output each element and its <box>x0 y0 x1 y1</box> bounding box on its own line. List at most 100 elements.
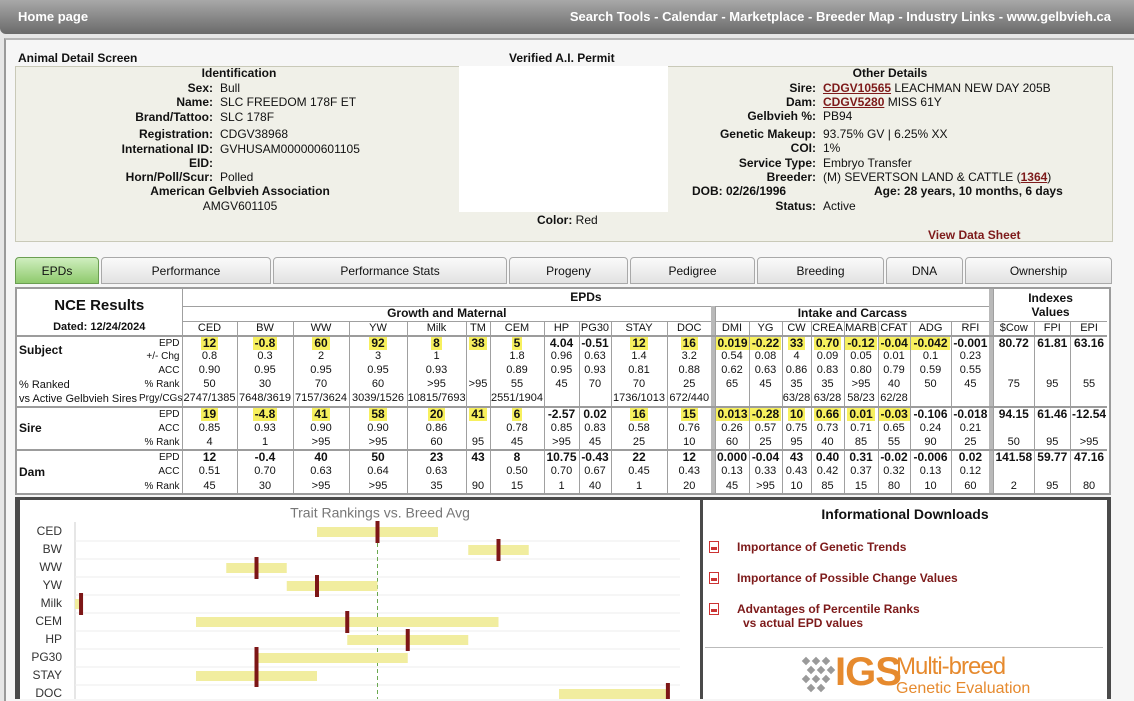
column-header: CREA <box>810 320 844 336</box>
epd-value: 1 <box>261 435 269 448</box>
epd-cell <box>1033 421 1071 436</box>
epd-value: 50 <box>203 378 216 391</box>
epd-value: 58 <box>369 406 387 421</box>
tab[interactable]: DNA <box>886 257 963 284</box>
field-value: 93.75% GV | 6.25% XX <box>823 127 948 141</box>
epd-cell: 45 <box>489 435 544 450</box>
field-value: SLC FREEDOM 178F ET <box>220 95 357 109</box>
epd-value: 95 <box>790 435 803 448</box>
nav-link[interactable]: Search Tools <box>569 9 651 24</box>
column-header: YG <box>748 320 782 336</box>
epd-value: 0.95 <box>254 364 276 376</box>
epd-value: 75 <box>1007 378 1020 391</box>
chart-title: Trait Rankings vs. Breed Avg <box>290 505 470 521</box>
home-link[interactable]: Home page <box>18 9 89 24</box>
line-label: % Rank <box>144 436 180 448</box>
breeder-link[interactable]: 1364 <box>1020 170 1048 184</box>
epd-cell: 35 <box>810 377 844 392</box>
download-link[interactable]: Importance of Genetic Trends <box>737 540 907 554</box>
association-id: AMGV601105 <box>202 199 278 213</box>
download-link[interactable]: Advantages of Percentile Ranks <box>737 602 920 616</box>
trait-chart: Trait Rankings vs. Breed Avg CED BW WW YW Mi… <box>20 500 700 699</box>
line-label: ACC <box>158 422 180 434</box>
epd-value: -0.03 <box>879 406 910 421</box>
epd-cell: 0.85 <box>543 421 579 436</box>
epd-cell: 25 <box>950 435 990 450</box>
epd-value: 0.08 <box>754 350 777 362</box>
epd-value: 672/440 <box>669 392 710 405</box>
sire-link[interactable]: CDGV10565 <box>823 81 892 95</box>
epd-table-box: NCE Results EPDs Indexes Values Growth and … <box>15 287 1111 495</box>
download-link[interactable]: vs actual EPD values <box>743 616 864 630</box>
epd-value: 0.88 <box>678 364 700 376</box>
epd-value: 61.81 <box>1037 335 1068 350</box>
epd-value: 0.58 <box>628 421 650 434</box>
nav-link[interactable]: Marketplace <box>729 9 805 24</box>
epd-cell: 80 <box>1069 479 1108 493</box>
epd-cell: 2747/1385 <box>181 392 237 407</box>
epd-cell: 1.4 <box>610 349 667 364</box>
nav-link[interactable]: Industry Links <box>906 9 996 24</box>
tab[interactable]: Breeding <box>757 257 884 284</box>
sire-name: LEACHMAN NEW DAY 205B <box>894 81 1051 95</box>
epd-value: -0.51 <box>581 335 609 350</box>
epd-value: 43 <box>789 450 804 465</box>
epd-cell: 43 <box>781 449 811 465</box>
epd-cell: 0.86 <box>781 363 811 378</box>
gap <box>989 464 994 479</box>
epd-cell: 45 <box>714 479 749 493</box>
nav-link[interactable]: www.gelbvieh.ca <box>1006 9 1111 24</box>
tab[interactable]: Performance <box>101 257 271 284</box>
dam-link[interactable]: CDGV5280 <box>823 95 885 109</box>
gap <box>989 349 994 364</box>
epd-cell: 0.12 <box>950 464 990 479</box>
epd-cell: 0.85 <box>181 421 237 436</box>
epd-value: 8 <box>431 335 442 350</box>
epd-value: 3039/1526 <box>352 392 404 405</box>
nav-link[interactable]: Calendar <box>662 9 718 24</box>
epd-value: 0.21 <box>959 421 982 434</box>
tab[interactable]: Pedigree <box>630 257 755 284</box>
tab[interactable]: Ownership <box>965 257 1112 284</box>
category-label: DOC <box>35 686 62 699</box>
rank-marker <box>405 629 410 651</box>
epd-cell <box>992 464 1035 479</box>
epd-value: 95 <box>471 435 485 448</box>
column-header: CFAT <box>877 320 910 336</box>
epd-value: 50 <box>371 450 385 465</box>
tab[interactable]: EPDs <box>15 257 99 284</box>
epd-cell: 0.019 <box>714 334 749 350</box>
epd-cell: 0.3 <box>236 349 293 364</box>
epd-cell: -0.4 <box>236 449 293 465</box>
field-value: Polled <box>220 170 254 184</box>
download-link[interactable]: Importance of Possible Change Values <box>737 571 958 585</box>
nav-link[interactable]: Breeder Map <box>815 9 895 24</box>
epd-cell: -0.106 <box>909 405 951 421</box>
epd-cell: 15 <box>666 405 711 421</box>
epd-value: 0.01 <box>847 406 875 421</box>
epd-value: 0.33 <box>754 465 777 478</box>
epd-cell: 2551/1904 <box>489 392 544 407</box>
nav-separator: - <box>804 9 816 24</box>
epd-value: 0.43 <box>678 465 700 478</box>
epd-value: -12.54 <box>1072 406 1107 421</box>
field-value: 1% <box>823 141 841 155</box>
rank-marker <box>79 593 84 615</box>
epd-cell: 55 <box>489 377 544 392</box>
epd-cell: 4.04 <box>543 334 579 350</box>
epd-value: 1 <box>558 479 565 492</box>
epd-value: 0.73 <box>816 421 839 434</box>
epd-value: 70 <box>314 378 328 391</box>
epd-value: 60 <box>725 435 739 448</box>
tab[interactable]: Performance Stats <box>273 257 507 284</box>
view-data-sheet[interactable]: View Data Sheet <box>928 228 1021 242</box>
epd-cell: 0.8 <box>181 349 237 364</box>
tab[interactable]: Progeny <box>509 257 628 284</box>
epd-value: 1.8 <box>509 350 525 362</box>
screen-title: Animal Detail Screen <box>18 51 138 65</box>
epd-cell: 0.63 <box>292 464 349 479</box>
epd-cell: 85 <box>810 479 844 493</box>
epd-cell: -0.22 <box>748 334 782 350</box>
epd-value: 33 <box>787 335 806 350</box>
epd-cell: 12 <box>666 449 711 465</box>
